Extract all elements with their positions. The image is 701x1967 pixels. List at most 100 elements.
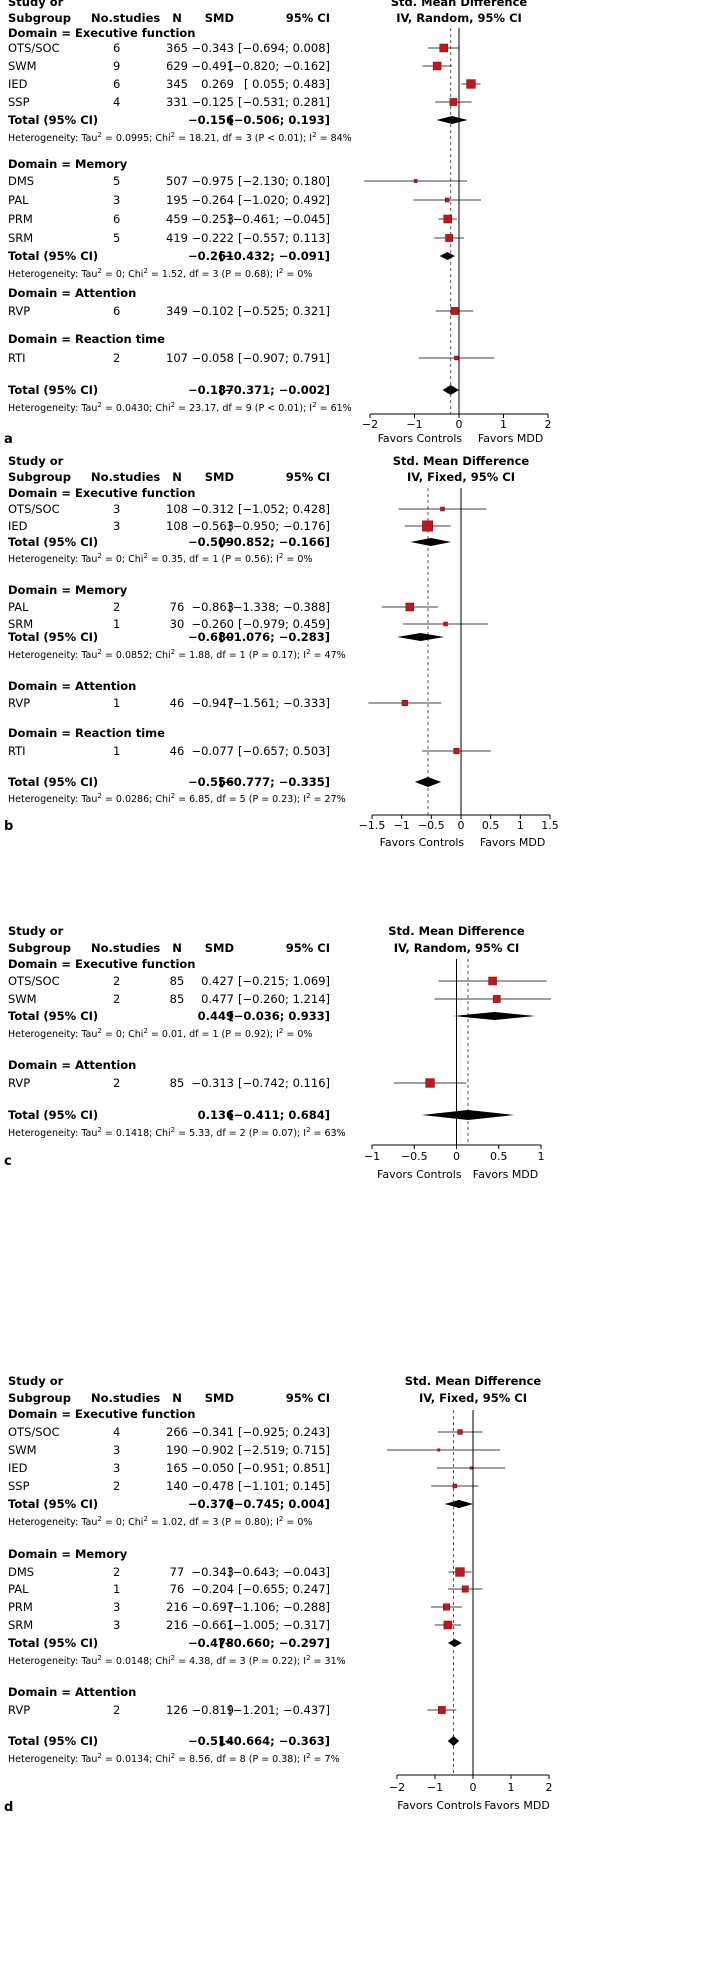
overall-diamond bbox=[414, 777, 442, 787]
superscript: 2 bbox=[171, 1126, 175, 1134]
study-count: 2 bbox=[113, 992, 120, 1006]
study-count: 2 bbox=[113, 351, 120, 365]
study-n: 76 bbox=[170, 600, 185, 614]
study-n: 190 bbox=[166, 1443, 188, 1457]
x-tick-label: 0 bbox=[456, 418, 463, 431]
study-name: SWM bbox=[8, 59, 37, 73]
heterogeneity-text-part: Heterogeneity: Tau bbox=[8, 1517, 97, 1528]
study-ci: [−0.531; 0.281] bbox=[238, 95, 330, 109]
study-smd: −0.341 bbox=[191, 1425, 234, 1439]
study-count: 1 bbox=[113, 617, 120, 631]
study-n: 85 bbox=[170, 974, 185, 988]
study-n: 108 bbox=[166, 519, 188, 533]
study-count: 2 bbox=[113, 1703, 120, 1717]
heterogeneity-text-part: = 0% bbox=[283, 1029, 312, 1040]
favors-left-label: Favors Controls bbox=[380, 836, 465, 849]
study-smd: 0.477 bbox=[201, 992, 234, 1006]
study-count: 9 bbox=[113, 59, 120, 73]
study-count: 5 bbox=[113, 174, 120, 188]
study-name: PAL bbox=[8, 600, 29, 614]
study-count: 6 bbox=[113, 212, 120, 226]
study-smd: −0.819 bbox=[191, 1703, 234, 1717]
heterogeneity-text-part: Heterogeneity: Tau bbox=[8, 403, 97, 414]
x-tick-label: −2 bbox=[389, 1781, 405, 1794]
panel-label: d bbox=[4, 1800, 13, 1815]
superscript: 2 bbox=[143, 267, 147, 275]
subgroup-total-ci: [−0.036; 0.933] bbox=[228, 1009, 330, 1023]
study-ci: [−0.907; 0.791] bbox=[238, 351, 330, 365]
domain-title: Domain = Memory bbox=[8, 157, 128, 171]
overall-total-ci: [−0.777; −0.335] bbox=[219, 775, 330, 789]
study-effect-square bbox=[492, 995, 501, 1003]
study-effect-square bbox=[440, 506, 445, 512]
heterogeneity-text-part: = 6.85, df = 5 (P = 0.23); I bbox=[175, 794, 306, 805]
heterogeneity-text-part: = 0.0286; Chi bbox=[102, 794, 171, 805]
x-tick-label: 0 bbox=[453, 1150, 460, 1163]
column-header-study: Study or bbox=[8, 0, 64, 9]
heterogeneity-text-part: Heterogeneity: Tau bbox=[8, 554, 97, 565]
subgroup-diamond bbox=[397, 633, 445, 641]
heterogeneity-text-part: = 0; Chi bbox=[102, 269, 144, 280]
study-name: RVP bbox=[8, 1703, 30, 1717]
heterogeneity-text-part: = 23.17, df = 9 (P < 0.01); I bbox=[175, 403, 312, 414]
study-smd: −0.975 bbox=[191, 174, 234, 188]
x-tick-label: −0.5 bbox=[418, 819, 445, 832]
study-count: 2 bbox=[113, 1479, 120, 1493]
superscript: 2 bbox=[97, 267, 101, 275]
domain-title: Domain = Reaction time bbox=[8, 726, 165, 740]
superscript: 2 bbox=[143, 552, 147, 560]
superscript: 2 bbox=[97, 1515, 101, 1523]
panel-label: b bbox=[4, 819, 13, 834]
study-name: PRM bbox=[8, 212, 33, 226]
study-ci: [ 0.055; 0.483] bbox=[244, 77, 330, 91]
study-name: SRM bbox=[8, 1618, 33, 1632]
plot-subtitle: IV, Random, 95% CI bbox=[394, 941, 520, 955]
study-name: SWM bbox=[8, 1443, 37, 1457]
study-smd: −0.102 bbox=[191, 304, 234, 318]
study-smd: −0.947 bbox=[191, 696, 234, 710]
study-n: 108 bbox=[166, 502, 188, 516]
study-smd: −0.343 bbox=[191, 41, 234, 55]
overall-total-smd: −0.187 bbox=[188, 383, 234, 397]
study-ci: [−1.338; −0.388] bbox=[228, 600, 330, 614]
study-count: 2 bbox=[113, 600, 120, 614]
heterogeneity-text-part: = 0.0995; Chi bbox=[102, 133, 171, 144]
study-n: 85 bbox=[170, 1076, 185, 1090]
heterogeneity-text-part: = 0; Chi bbox=[102, 1029, 144, 1040]
overall-diamond bbox=[421, 1110, 515, 1120]
overall-total-smd: −0.556 bbox=[188, 775, 234, 789]
subgroup-total-ci: [−0.745; 0.004] bbox=[228, 1497, 330, 1511]
superscript: 2 bbox=[97, 131, 101, 139]
study-effect-square bbox=[488, 976, 497, 986]
subgroup-total-smd: 0.449 bbox=[198, 1009, 234, 1023]
study-name: SRM bbox=[8, 231, 33, 245]
study-effect-square bbox=[466, 79, 476, 89]
study-ci: [−0.950; −0.176] bbox=[228, 519, 330, 533]
study-n: 46 bbox=[170, 744, 185, 758]
x-tick-label: 2 bbox=[546, 1781, 553, 1794]
x-tick-label: 1 bbox=[500, 418, 507, 431]
heterogeneity-text-part: Heterogeneity: Tau bbox=[8, 133, 97, 144]
study-name: OTS/SOC bbox=[8, 502, 60, 516]
subgroup-total-ci: [−0.432; −0.091] bbox=[219, 249, 330, 263]
study-effect-square bbox=[450, 307, 459, 315]
heterogeneity-text-part: = 63% bbox=[311, 1128, 346, 1139]
heterogeneity-text-part: Heterogeneity: Tau bbox=[8, 1029, 97, 1040]
study-count: 4 bbox=[113, 1425, 120, 1439]
study-ci: [−0.557; 0.113] bbox=[238, 231, 330, 245]
study-smd: −0.661 bbox=[191, 1618, 234, 1632]
domain-title: Domain = Executive function bbox=[8, 26, 196, 40]
subgroup-total-ci: [−0.852; −0.166] bbox=[219, 535, 330, 549]
study-n: 365 bbox=[166, 41, 188, 55]
superscript: 2 bbox=[143, 1027, 147, 1035]
study-effect-square bbox=[443, 1620, 453, 1630]
study-name: RTI bbox=[8, 351, 26, 365]
superscript: 2 bbox=[306, 792, 310, 800]
column-header-subgroup: Subgroup bbox=[8, 470, 71, 484]
heterogeneity-text-part: = 4.38, df = 3 (P = 0.22); I bbox=[175, 1656, 306, 1667]
study-count: 2 bbox=[113, 974, 120, 988]
study-name: RTI bbox=[8, 744, 26, 758]
study-smd: −0.264 bbox=[191, 193, 234, 207]
column-header-smd: SMD bbox=[205, 941, 234, 955]
study-ci: [−1.106; −0.288] bbox=[228, 1600, 330, 1614]
